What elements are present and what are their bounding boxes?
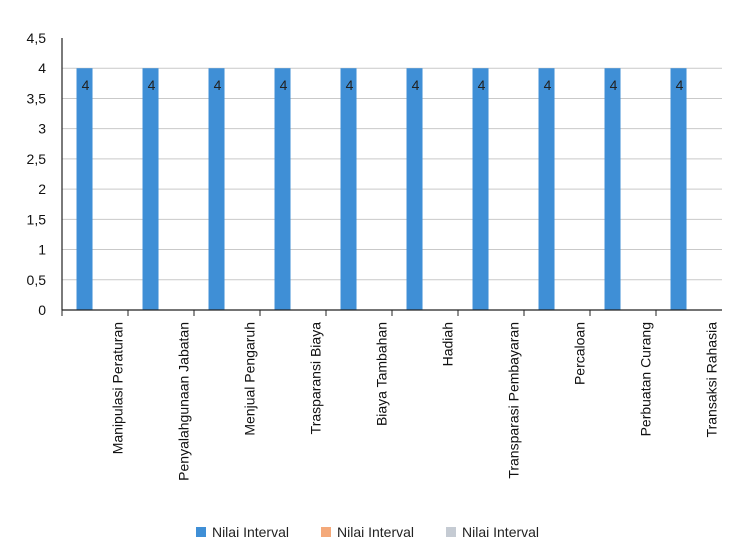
- axes: [61, 38, 722, 316]
- y-tick-label: 4: [38, 60, 46, 76]
- y-tick-label: 0,5: [27, 272, 47, 288]
- bar: [340, 68, 357, 310]
- bar: [538, 68, 555, 310]
- y-axis-tick-labels: 0 0,5 1 1,5 2 2,5 3 3,5 4 4,5: [27, 30, 47, 318]
- y-tick-label: 1: [38, 242, 46, 258]
- gridlines: [62, 37, 722, 281]
- x-tick-label: Hadiah: [440, 322, 456, 366]
- x-tick-label: Transparasi Pembayaran: [506, 322, 522, 479]
- y-tick-label: 2: [38, 181, 46, 197]
- bar-data-label: 4: [148, 77, 156, 93]
- bar: [472, 68, 489, 310]
- x-tick-label: Biaya Tambahan: [374, 322, 390, 426]
- legend-item-series-3: Nilai Interval: [446, 524, 539, 540]
- bar-series: [76, 68, 687, 310]
- bar-data-label: 4: [346, 77, 354, 93]
- x-tick-label: Trasparansi Biaya: [308, 322, 324, 435]
- bar-data-label: 4: [214, 77, 222, 93]
- x-tick-label: Menjual Pengaruh: [242, 322, 258, 436]
- y-tick-label: 1,5: [27, 211, 47, 227]
- bar-data-label: 4: [610, 77, 618, 93]
- bar: [274, 68, 291, 310]
- y-tick-label: 3: [38, 121, 46, 137]
- bar: [208, 68, 225, 310]
- legend-swatch-series-1: [195, 527, 206, 537]
- chart-legend: Nilai Interval Nilai Interval Nilai Inte…: [0, 524, 735, 540]
- legend-item-series-1: Nilai Interval: [195, 524, 289, 540]
- y-tick-label: 2,5: [27, 151, 47, 167]
- y-tick-label: 0: [38, 302, 46, 318]
- bar: [604, 68, 621, 310]
- x-tick-label: Penyalahgunaan Jabatan: [176, 322, 192, 481]
- y-tick-label: 4,5: [27, 30, 47, 46]
- bar-data-label: 4: [82, 77, 90, 93]
- legend-swatch-series-3: [446, 527, 457, 537]
- bar: [670, 68, 687, 310]
- x-tick-label: Transaksi Rahasia: [704, 322, 720, 438]
- bar-data-label: 4: [280, 77, 288, 93]
- bar-data-label: 4: [478, 77, 486, 93]
- bar-data-label: 4: [676, 77, 684, 93]
- legend-label-series-1: Nilai Interval: [211, 524, 289, 540]
- x-tick-label: Perbuatan Curang: [638, 322, 654, 436]
- data-labels: 4 4 4 4 4 4 4 4 4 4: [82, 77, 684, 93]
- bar-data-label: 4: [544, 77, 552, 93]
- bar-data-label: 4: [412, 77, 420, 93]
- bar: [76, 68, 93, 310]
- legend-label-series-2: Nilai Interval: [336, 524, 415, 540]
- x-tick-label: Manipulasi Peraturan: [110, 322, 126, 454]
- bar-chart: 0 0,5 1 1,5 2 2,5 3 3,5 4 4,5 4 4 4 4 4 4 4 4 4 4 Manipula…: [27, 30, 722, 481]
- y-tick-label: 3,5: [27, 90, 47, 106]
- x-tick-label: Percaloan: [572, 322, 588, 385]
- legend-label-series-3: Nilai Interval: [462, 524, 540, 540]
- legend-item-series-2: Nilai Interval: [320, 524, 415, 540]
- bar: [142, 68, 159, 310]
- x-axis-tick-labels: Manipulasi Peraturan Penyalahgunaan Jabat…: [110, 322, 720, 481]
- bar: [406, 68, 423, 310]
- legend-swatch-series-2: [320, 527, 331, 537]
